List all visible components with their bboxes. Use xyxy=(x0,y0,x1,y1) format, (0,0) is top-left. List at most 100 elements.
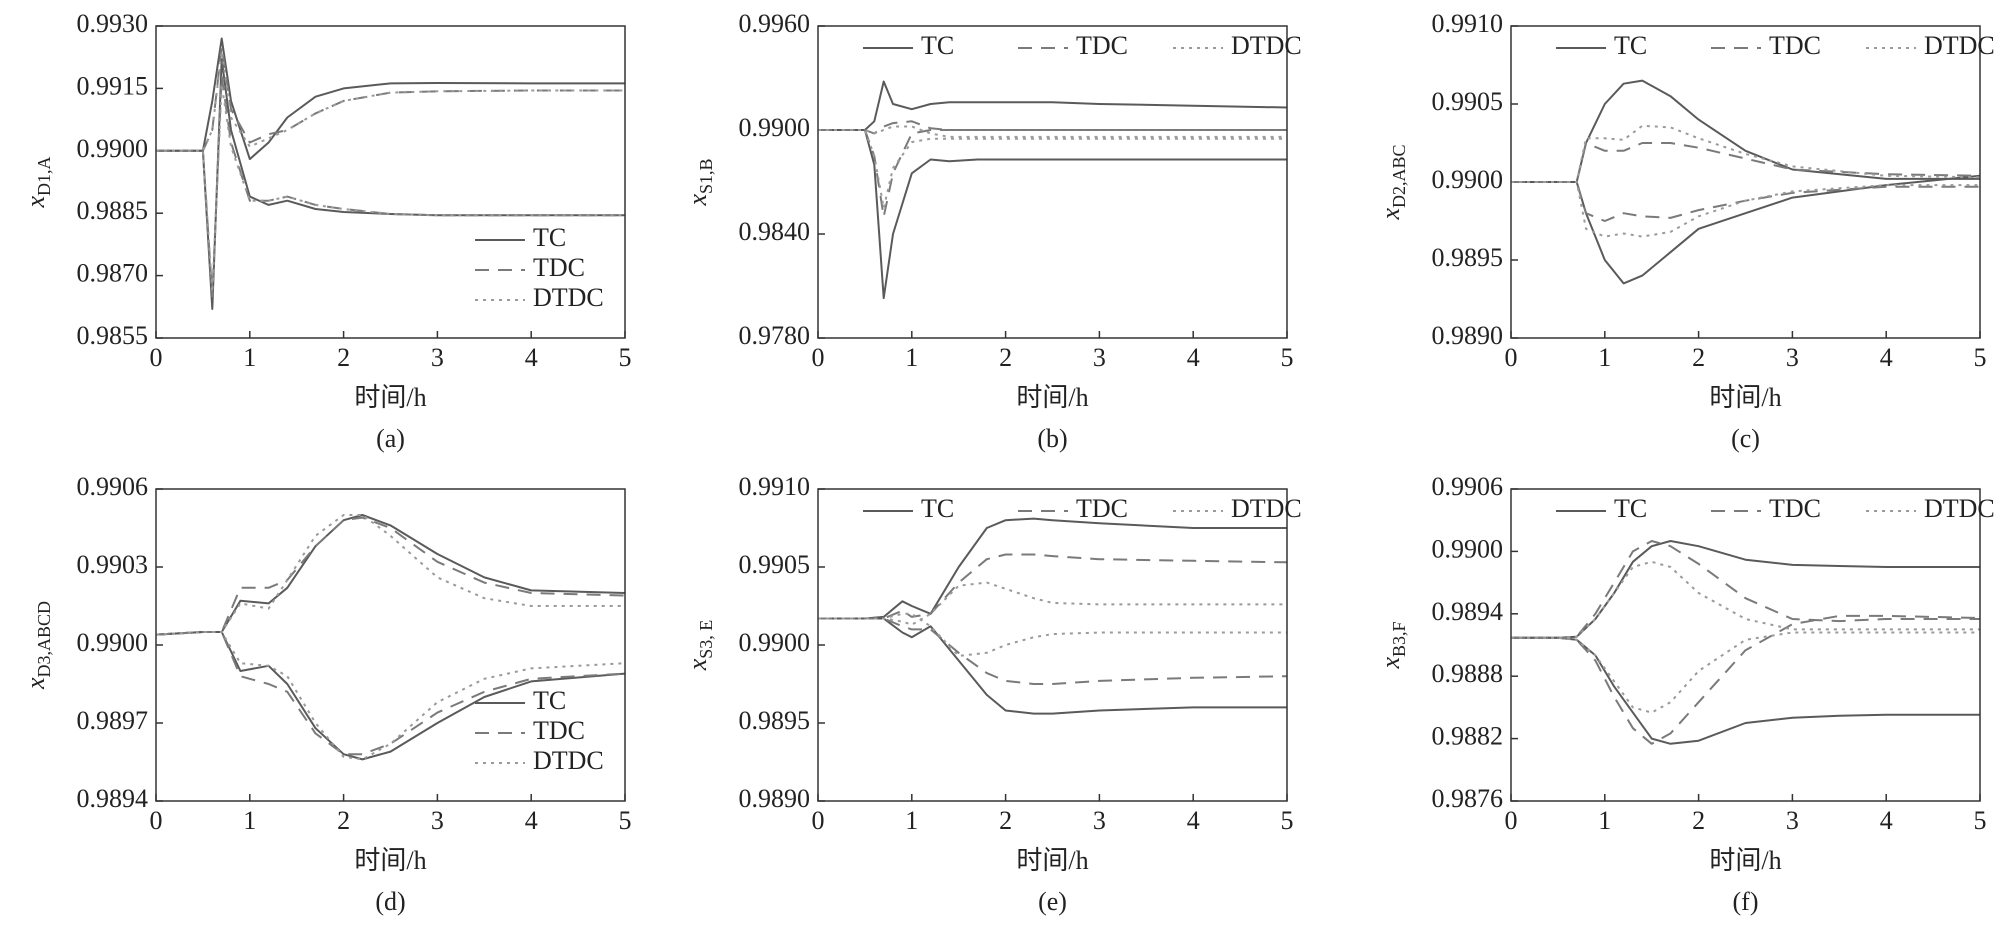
data-line xyxy=(818,129,1287,218)
x-tick-label: 1 xyxy=(243,806,256,835)
x-tick-label: 1 xyxy=(243,343,256,372)
y-axis-subscript: S3, E xyxy=(696,620,716,659)
legend-label: DTDC xyxy=(1924,494,1995,523)
legend-label: TC xyxy=(921,494,954,523)
x-axis-label: 时间/h xyxy=(354,383,426,412)
data-line xyxy=(155,514,625,636)
plot-frame xyxy=(155,25,626,339)
x-tick-label: 2 xyxy=(999,806,1012,835)
y-tick-label: 0.9910 xyxy=(1432,9,1504,38)
y-axis-symbol: x xyxy=(21,677,50,690)
y-tick-label: 0.9910 xyxy=(739,472,811,501)
y-axis-subscript: D1,A xyxy=(34,156,54,196)
data-line xyxy=(1511,560,1980,639)
x-axis-label: 时间/h xyxy=(1016,383,1088,412)
data-line xyxy=(156,83,625,294)
legend-label: TDC xyxy=(1769,494,1821,523)
x-tick-label: 4 xyxy=(525,806,538,835)
caption: (d) xyxy=(375,887,405,916)
x-tick-label: 0 xyxy=(1505,343,1518,372)
y-tick-label: 0.9780 xyxy=(739,321,811,350)
legend-label: TDC xyxy=(1076,31,1128,60)
caption: (f) xyxy=(1733,887,1759,916)
y-axis-label: xS3, E xyxy=(683,620,716,672)
y-axis-symbol: x xyxy=(1376,657,1405,670)
y-tick-label: 0.9870 xyxy=(77,259,149,288)
x-tick-label: 4 xyxy=(1880,806,1893,835)
data-line xyxy=(156,37,625,161)
data-line xyxy=(155,631,626,756)
data-line xyxy=(1511,174,1981,285)
plot-frame xyxy=(1510,25,1981,339)
y-axis-label: xB3,F xyxy=(1376,621,1409,669)
y-tick-label: 0.9890 xyxy=(739,784,811,813)
x-tick-label: 3 xyxy=(1786,343,1799,372)
y-axis-label: xD2,ABC xyxy=(1376,144,1409,220)
y-tick-label: 0.9905 xyxy=(1432,87,1504,116)
data-line xyxy=(1511,124,1981,183)
x-tick-label: 3 xyxy=(431,806,444,835)
y-tick-label: 0.9855 xyxy=(77,321,149,350)
y-axis-label: xD1,A xyxy=(21,156,54,208)
legend-label: DTDC xyxy=(1231,31,1302,60)
x-tick-label: 5 xyxy=(1281,343,1294,372)
x-tick-label: 4 xyxy=(1187,343,1200,372)
x-tick-label: 5 xyxy=(619,343,632,372)
data-line xyxy=(818,125,1287,138)
y-axis-subscript: D2,ABC xyxy=(1389,144,1409,208)
legend-label: DTDC xyxy=(533,283,604,312)
y-axis-symbol: x xyxy=(1376,208,1405,221)
data-line xyxy=(818,80,1288,131)
x-tick-label: 0 xyxy=(812,343,825,372)
x-tick-label: 0 xyxy=(150,806,163,835)
data-line xyxy=(1511,540,1980,639)
y-tick-label: 0.9906 xyxy=(1432,472,1504,501)
y-tick-label: 0.9900 xyxy=(77,628,149,657)
y-tick-label: 0.9900 xyxy=(739,628,811,657)
x-tick-label: 4 xyxy=(1880,343,1893,372)
y-tick-label: 0.9876 xyxy=(1432,784,1504,813)
x-tick-label: 5 xyxy=(619,806,632,835)
data-line xyxy=(156,50,625,152)
y-tick-label: 0.9960 xyxy=(739,9,811,38)
y-tick-label: 0.9885 xyxy=(77,196,149,225)
y-tick-label: 0.9890 xyxy=(1432,321,1504,350)
x-tick-label: 3 xyxy=(1093,806,1106,835)
legend-label: TC xyxy=(1614,31,1647,60)
data-line xyxy=(818,129,1287,209)
data-line xyxy=(155,516,626,636)
y-axis-symbol: x xyxy=(683,658,712,671)
y-axis-subscript: B3,F xyxy=(1389,621,1409,657)
x-tick-label: 2 xyxy=(337,806,350,835)
legend-label: TC xyxy=(1614,494,1647,523)
legend-label: TDC xyxy=(1769,31,1821,60)
x-tick-label: 3 xyxy=(1093,343,1106,372)
x-tick-label: 1 xyxy=(905,806,918,835)
data-line xyxy=(155,514,626,636)
y-tick-label: 0.9905 xyxy=(739,550,811,579)
y-axis-symbol: x xyxy=(683,194,712,207)
x-tick-label: 0 xyxy=(812,806,825,835)
y-axis-symbol: x xyxy=(21,196,50,209)
x-tick-label: 5 xyxy=(1974,343,1987,372)
x-tick-label: 4 xyxy=(525,343,538,372)
x-tick-label: 1 xyxy=(1598,343,1611,372)
x-tick-label: 1 xyxy=(1598,806,1611,835)
plot-frame xyxy=(155,488,626,802)
y-tick-label: 0.9888 xyxy=(1432,659,1504,688)
legend-label: DTDC xyxy=(1231,494,1302,523)
plot-frame xyxy=(817,488,1288,802)
y-tick-label: 0.9894 xyxy=(1432,597,1504,626)
x-axis-label: 时间/h xyxy=(1016,846,1088,875)
plot-frame xyxy=(1510,488,1981,802)
data-line xyxy=(818,129,1287,300)
x-tick-label: 0 xyxy=(150,343,163,372)
y-tick-label: 0.9900 xyxy=(739,113,811,142)
legend-label: TC xyxy=(921,31,954,60)
y-axis-subscript: D3,ABCD xyxy=(34,601,54,678)
caption: (c) xyxy=(1731,424,1760,453)
data-line xyxy=(818,581,1287,626)
data-line xyxy=(818,517,1287,620)
